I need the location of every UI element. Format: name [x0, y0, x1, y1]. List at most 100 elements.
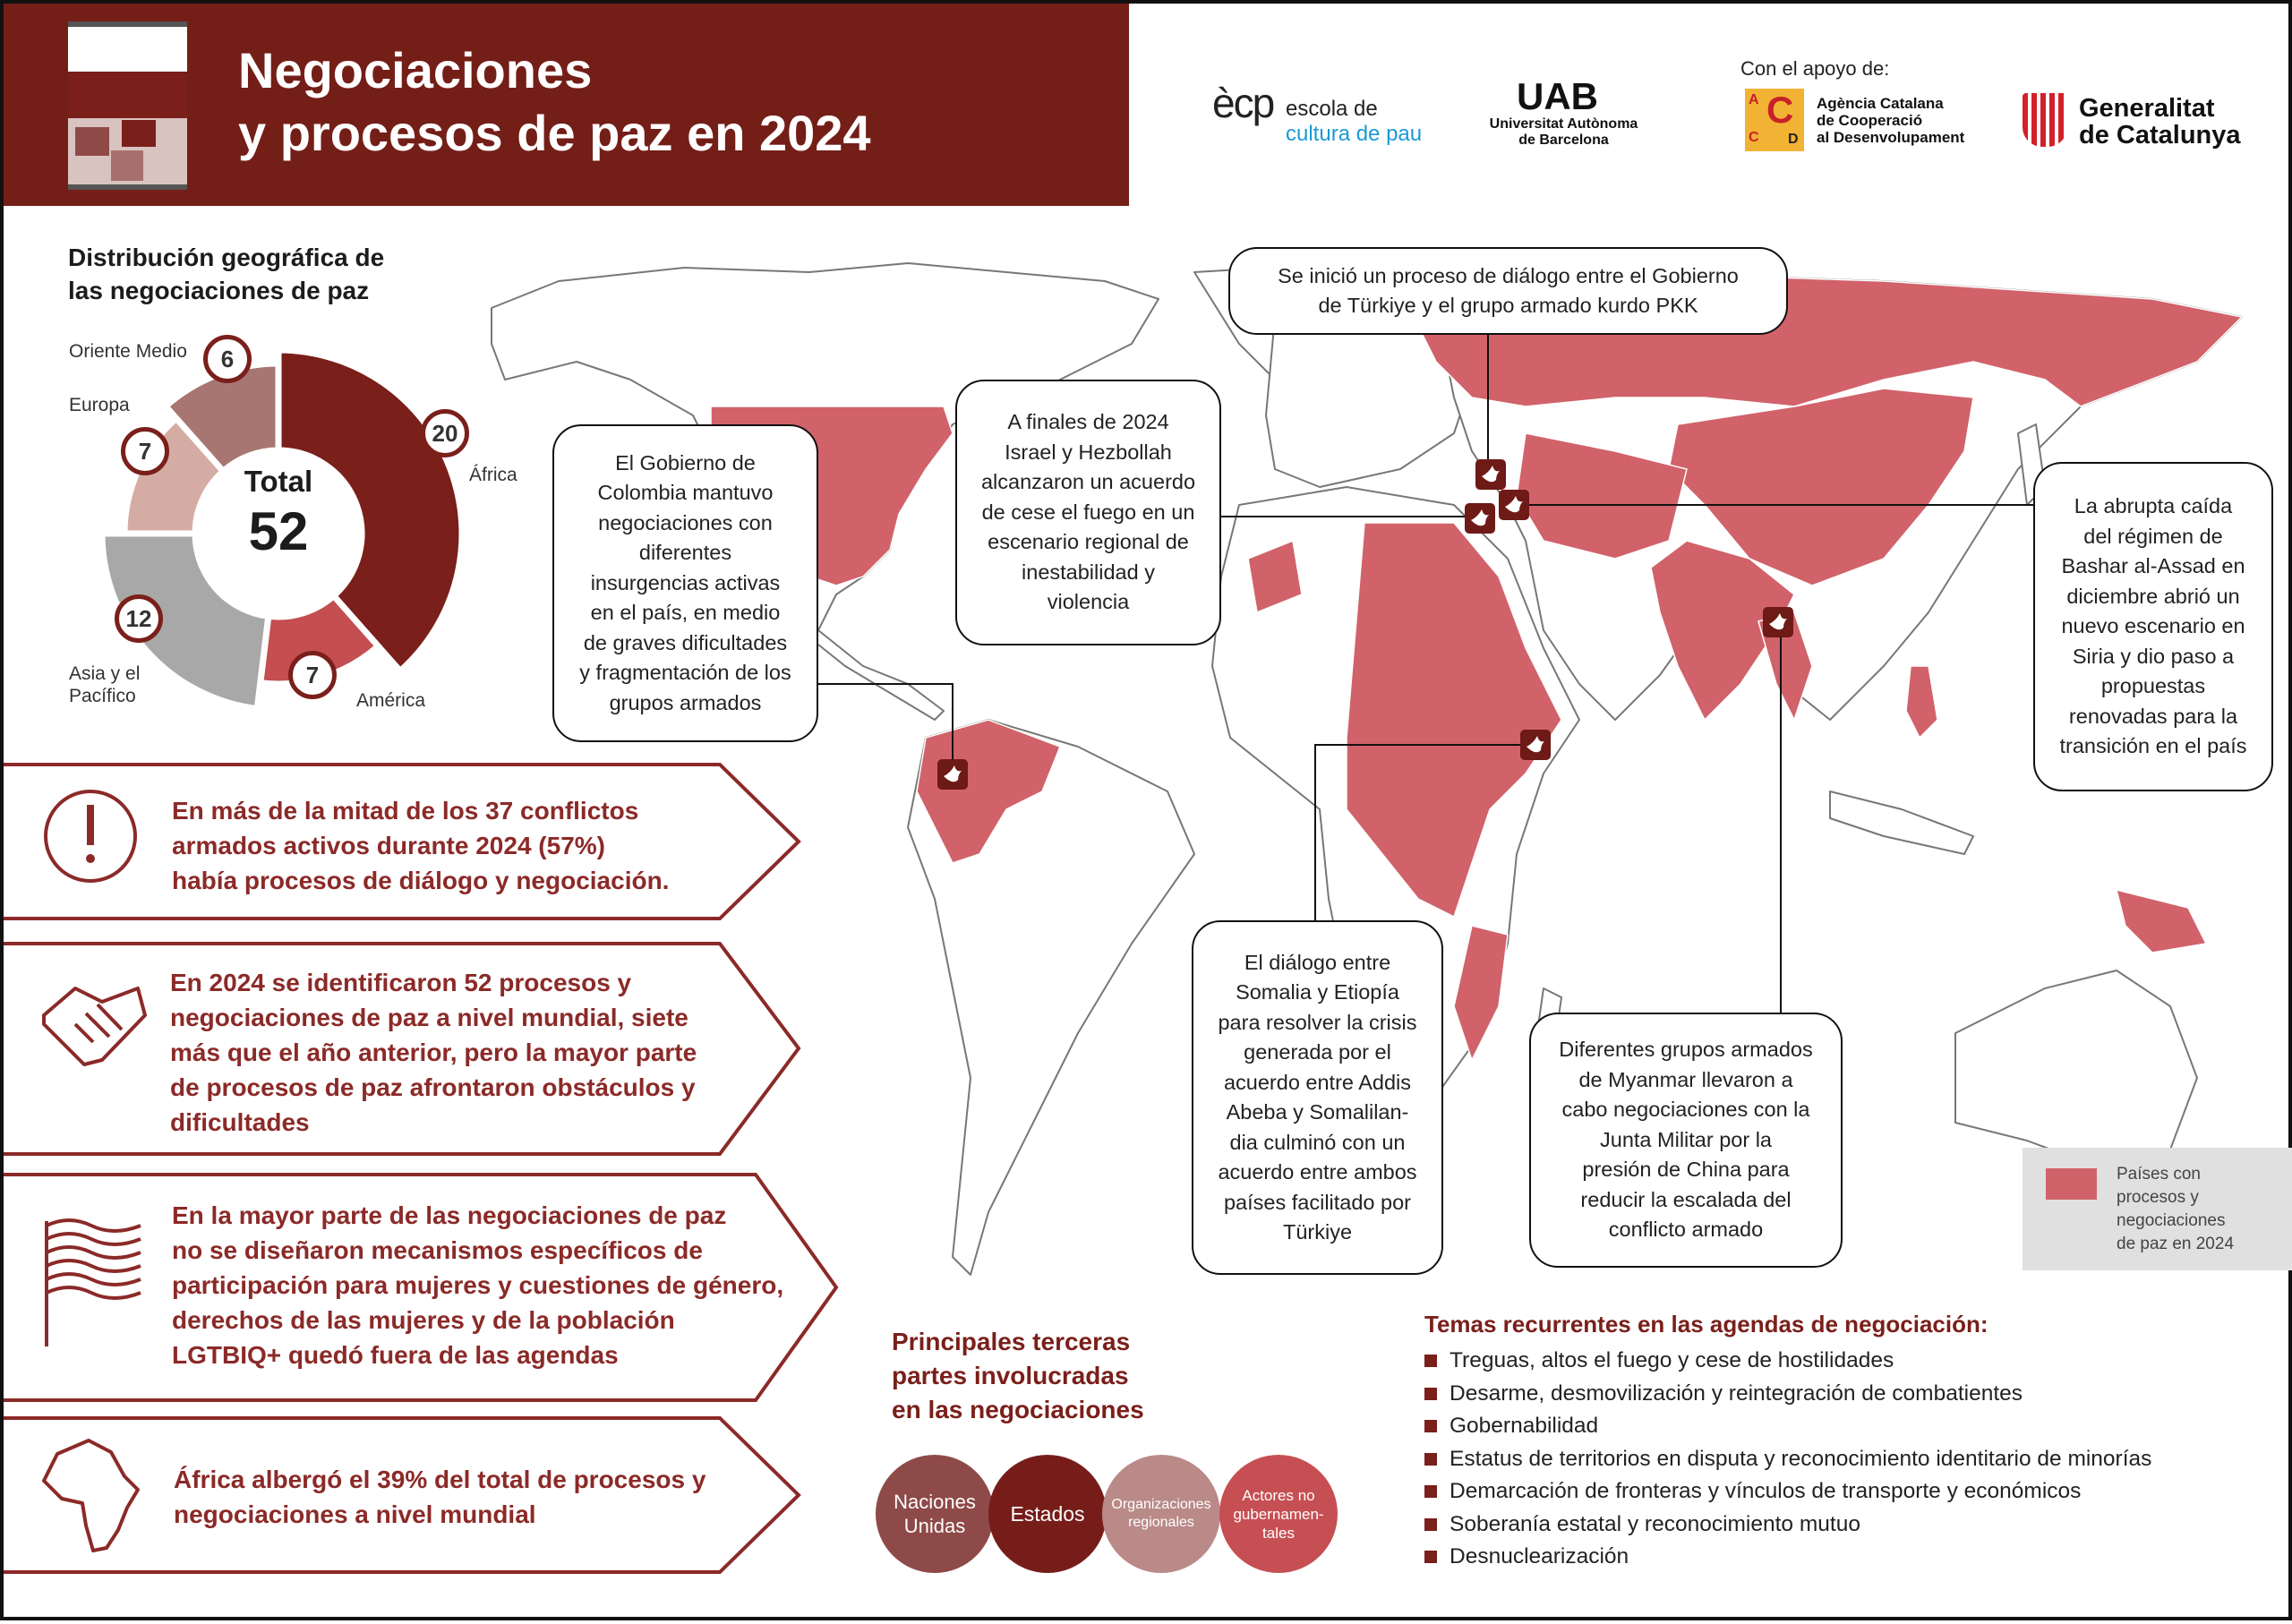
text-line: regionales: [1128, 1515, 1194, 1530]
callout-somalia-etiopia: El diálogo entre Somalia y Etiopía para re…: [1192, 920, 1443, 1275]
text-line: Negociaciones: [238, 42, 593, 98]
callout-myanmar: Diferentes grupos armados de Myanmar llev…: [1529, 1013, 1843, 1268]
bullet-square: [1424, 1485, 1437, 1498]
text-line: violencia: [1047, 590, 1130, 614]
africa-icon: [42, 1439, 140, 1552]
bullet-square: [1424, 1420, 1437, 1432]
country-papua-new-guinea: [2115, 888, 2208, 953]
dove-icon[interactable]: [1499, 490, 1529, 520]
text-line: las negociaciones de paz: [68, 277, 370, 304]
text-line: negociaciones de paz a nivel mundial, si…: [170, 1004, 688, 1031]
text-line: propuestas: [2100, 674, 2206, 698]
topic-item: Desnuclearización: [1424, 1544, 1629, 1569]
flag-icon: [45, 1218, 141, 1346]
country-africa-belt: [1346, 522, 1562, 919]
text-line: insurgencias activas: [590, 570, 781, 594]
chart-value-asia: 12: [115, 594, 163, 643]
text-line: Unidas: [903, 1515, 966, 1537]
text-line: Estados: [1010, 1501, 1085, 1526]
text-line: Bashar al-Assad en: [2061, 554, 2245, 578]
text-line: Actores no: [1242, 1486, 1315, 1504]
dove-icon[interactable]: [1763, 607, 1793, 637]
text-line: presión de China para: [1582, 1158, 1790, 1182]
text-line: alcanzaron un acuerdo: [980, 470, 1196, 494]
text-line: En la mayor parte de las negociaciones d…: [172, 1201, 727, 1229]
text-line: de Türkiye y el grupo armado kurdo PKK: [1318, 294, 1698, 317]
topic-item: Gobernabilidad: [1424, 1414, 1598, 1439]
text-line: Siria y dio paso a: [2072, 644, 2235, 668]
text-line: más que el año anterior, pero la mayor p…: [170, 1039, 697, 1066]
text-line: África: [469, 465, 517, 485]
accd-logo-text: Agència Catalana de Cooperació al Desenvol…: [1817, 95, 1964, 146]
text-line: Abeba y Somalilan-: [1226, 1100, 1409, 1124]
text-line: en el país, en medio: [590, 601, 781, 625]
text-line: diciembre abrió un: [2066, 584, 2240, 608]
third-party-estados: Estados: [988, 1455, 1107, 1573]
third-party-actores-no-gubernamentales: Actores no gubernamen-tales: [1219, 1455, 1338, 1573]
key-point-2: En 2024 se identificaron 52 procesos y ne…: [170, 965, 697, 1140]
text-line: Agència Catalana: [1817, 95, 1944, 112]
key-point-4: África albergó el 39% del total de proce…: [174, 1462, 706, 1532]
chart-label-america: América: [356, 689, 425, 712]
text-line: de Cooperació: [1817, 112, 1923, 129]
text-line: del régimen de: [2083, 524, 2223, 548]
text-line: partes involucradas: [892, 1362, 1129, 1389]
country-india: [1650, 540, 1795, 722]
callout-turkiye: Se inició un proceso de diálogo entre el…: [1228, 247, 1788, 335]
point-frame: [4, 763, 801, 920]
topic-item: Desarme, desmovilización y reintegración…: [1424, 1381, 2023, 1406]
third-party-organizaciones-regionales: Organizaciones regionales: [1102, 1455, 1220, 1573]
text-line: El diálogo entre: [1244, 950, 1391, 974]
callout-connectors: [818, 335, 2033, 1013]
topics-title: Temas recurrentes en las agendas de nego…: [1424, 1311, 1988, 1338]
exclamation-icon: [44, 790, 137, 883]
header-banner: [4, 4, 1129, 206]
bullet-square: [1424, 1387, 1437, 1400]
ecp-logo-text: escola de: [1286, 97, 1378, 121]
text-line: transición en el país: [2059, 734, 2247, 758]
text-line: En más de la mitad de los 37 conflictos: [172, 797, 639, 825]
text-line: generada por el: [1244, 1040, 1391, 1064]
report-cover-thumbnail[interactable]: [68, 21, 187, 190]
text-line: Diferentes grupos armados: [1559, 1038, 1813, 1062]
donut-segment-asia: [98, 530, 272, 713]
text-line: armados activos durante 2024 (57%): [172, 832, 605, 859]
dove-icon[interactable]: [1520, 730, 1551, 760]
donut-segment-oriente-medio: [161, 360, 282, 476]
text-line: El Gobierno de: [615, 450, 756, 474]
third-parties-title: Principales terceras partes involucradas e…: [892, 1325, 1144, 1427]
text-line: LGTBIQ+ quedó fuera de las agendas: [172, 1341, 619, 1369]
country-china: [1668, 388, 1974, 586]
support-label: Con el apoyo de:: [1740, 57, 1890, 80]
text-line: negociaciones con: [598, 510, 773, 534]
text-line: de graves dificultades: [583, 630, 788, 654]
bullet-square: [1424, 1551, 1437, 1563]
dove-icon[interactable]: [1475, 459, 1506, 490]
total-label: Total: [244, 465, 313, 498]
legend-label: Países con procesos y negociaciones de paz …: [2117, 1163, 2234, 1256]
dove-icon[interactable]: [1465, 503, 1495, 534]
total-value: 52: [248, 501, 309, 561]
point-frame: [4, 1173, 839, 1402]
dove-icon[interactable]: [937, 759, 968, 790]
text-line: había procesos de diálogo y negociación.: [172, 867, 670, 894]
chart-label-europa: Europa: [69, 394, 130, 416]
text-line: en las negociaciones: [892, 1396, 1144, 1423]
uab-logo-text: Universitat Autònoma de Barcelona: [1476, 116, 1651, 149]
text-line: En 2024 se identificaron 52 procesos y: [170, 969, 632, 996]
country-philippines: [1905, 665, 1938, 739]
topic-item: Soberanía estatal y reconocimiento mutuo: [1424, 1512, 1860, 1537]
text-line: Colombia mantuvo: [597, 481, 774, 505]
text-line: dificultades: [170, 1108, 310, 1136]
text-line: al Desenvolupament: [1817, 129, 1965, 146]
bullet-square: [1424, 1452, 1437, 1466]
ecp-logo: ècp: [1212, 80, 1275, 126]
chart-label-africa: África: [469, 464, 517, 486]
text-line: negociaciones: [2117, 1211, 2226, 1230]
world-map: [491, 262, 2244, 1276]
text-line: no se diseñaron mecanismos específicos d…: [172, 1236, 703, 1264]
chart-label-asia: Asia y el Pacífico: [69, 662, 140, 707]
text-line: de Barcelona: [1518, 132, 1609, 148]
text-line: Universitat Autònoma: [1489, 116, 1638, 132]
text-line: inestabilidad y: [1022, 560, 1155, 584]
